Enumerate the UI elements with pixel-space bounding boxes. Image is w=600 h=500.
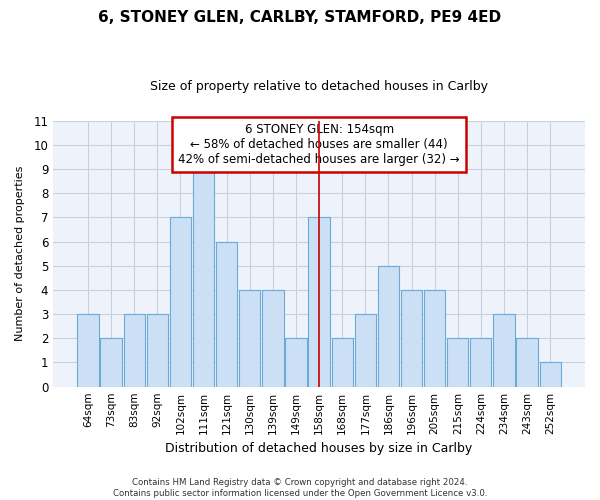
Y-axis label: Number of detached properties: Number of detached properties bbox=[15, 166, 25, 342]
Bar bbox=[124, 314, 145, 386]
Text: 6, STONEY GLEN, CARLBY, STAMFORD, PE9 4ED: 6, STONEY GLEN, CARLBY, STAMFORD, PE9 4E… bbox=[98, 10, 502, 25]
X-axis label: Distribution of detached houses by size in Carlby: Distribution of detached houses by size … bbox=[166, 442, 473, 455]
Bar bbox=[447, 338, 469, 386]
Bar bbox=[170, 218, 191, 386]
Bar bbox=[100, 338, 122, 386]
Bar bbox=[146, 314, 168, 386]
Bar bbox=[424, 290, 445, 386]
Bar bbox=[239, 290, 260, 386]
Bar bbox=[308, 218, 330, 386]
Bar bbox=[378, 266, 399, 386]
Bar bbox=[401, 290, 422, 386]
Bar bbox=[77, 314, 98, 386]
Bar bbox=[355, 314, 376, 386]
Text: 6 STONEY GLEN: 154sqm
← 58% of detached houses are smaller (44)
42% of semi-deta: 6 STONEY GLEN: 154sqm ← 58% of detached … bbox=[178, 123, 460, 166]
Title: Size of property relative to detached houses in Carlby: Size of property relative to detached ho… bbox=[150, 80, 488, 93]
Bar bbox=[470, 338, 491, 386]
Bar bbox=[332, 338, 353, 386]
Bar bbox=[539, 362, 561, 386]
Text: Contains HM Land Registry data © Crown copyright and database right 2024.
Contai: Contains HM Land Registry data © Crown c… bbox=[113, 478, 487, 498]
Bar bbox=[262, 290, 284, 386]
Bar bbox=[517, 338, 538, 386]
Bar bbox=[286, 338, 307, 386]
Bar bbox=[193, 169, 214, 386]
Bar bbox=[216, 242, 237, 386]
Bar bbox=[493, 314, 515, 386]
